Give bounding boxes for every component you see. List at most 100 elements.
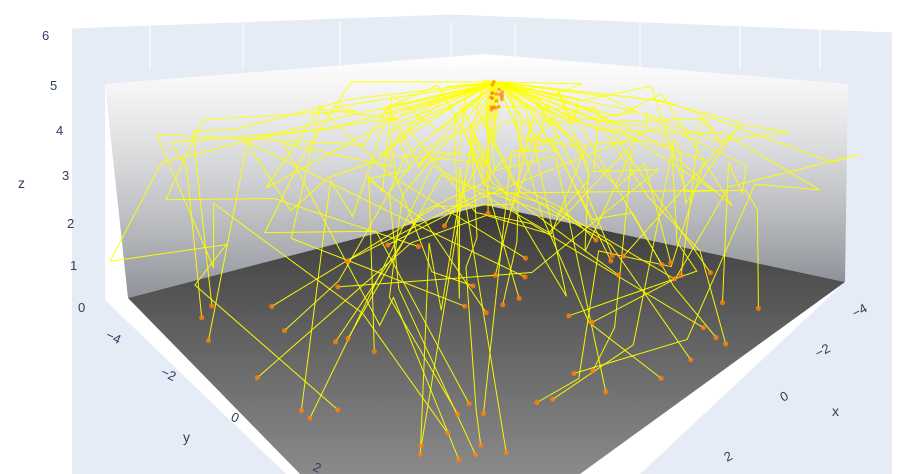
trajectory-marker[interactable] [462, 303, 468, 309]
trajectory-marker[interactable] [522, 255, 529, 261]
trajectory-marker[interactable] [205, 337, 212, 344]
apex-marker [490, 83, 495, 87]
x-axis: −4 −2 0 2 x [721, 300, 869, 464]
trajectory-marker[interactable] [445, 430, 451, 436]
trajectory-line [496, 81, 711, 273]
trajectory-marker[interactable] [590, 368, 596, 374]
trajectory-line [463, 81, 612, 262]
trajectory-marker[interactable] [658, 375, 664, 381]
trajectory-marker[interactable] [522, 274, 528, 280]
trajectory-marker[interactable] [417, 451, 423, 457]
trajectory-marker[interactable] [470, 283, 476, 289]
trajectory-markers [199, 80, 762, 463]
trajectory-marker[interactable] [719, 300, 726, 306]
trajectory-line [496, 81, 723, 276]
trajectory-marker[interactable] [298, 407, 304, 413]
trajectory-marker[interactable] [418, 443, 424, 449]
x-tick-label: −4 [849, 300, 869, 320]
trajectory-marker[interactable] [344, 258, 350, 264]
trajectory-marker[interactable] [550, 396, 556, 402]
trajectory-marker[interactable] [281, 328, 288, 334]
trajectory-line [155, 81, 498, 434]
trajectory-marker[interactable] [335, 407, 341, 413]
trajectory-line [271, 81, 582, 307]
trajectory-marker[interactable] [483, 310, 489, 316]
y-axis: −4 −2 0 2 y [104, 327, 324, 474]
z-tick-label: 4 [56, 123, 63, 138]
scene-back-panel [72, 14, 892, 312]
trajectory-marker[interactable] [492, 272, 498, 278]
trajectory-marker[interactable] [615, 272, 622, 278]
trajectory-marker[interactable] [345, 335, 351, 341]
trajectory-marker[interactable] [371, 348, 377, 355]
trajectory-marker[interactable] [620, 253, 627, 259]
trajectory-line [165, 81, 498, 247]
trajectory-marker[interactable] [466, 401, 472, 407]
trajectory-marker[interactable] [566, 313, 572, 319]
trajectory-marker[interactable] [713, 334, 719, 341]
trajectory-line [496, 81, 747, 303]
trajectory-marker[interactable] [516, 295, 522, 301]
z-tick-label: 5 [50, 78, 57, 93]
trajectory-line [265, 81, 498, 307]
trajectory-marker[interactable] [332, 339, 339, 345]
trajectory-marker[interactable] [456, 456, 462, 463]
apex-marker [491, 80, 496, 84]
trajectory-line [491, 81, 607, 393]
trajectory-line [477, 78, 597, 241]
trajectory-marker[interactable] [593, 237, 599, 243]
grid-line [450, 13, 893, 33]
trajectory-marker[interactable] [485, 210, 491, 216]
apex-marker [500, 90, 505, 94]
trajectory-marker[interactable] [671, 276, 678, 282]
y-tick-label: −4 [104, 327, 124, 347]
trajectory-marker[interactable] [534, 399, 540, 406]
x-axis-title: x [832, 403, 839, 419]
trajectory-line [416, 81, 520, 299]
trajectory-line [388, 81, 498, 455]
trajectory-line [192, 81, 498, 306]
trajectory-marker[interactable] [472, 452, 479, 458]
scene-side-panel-left [72, 300, 286, 474]
apex-marker [494, 92, 499, 96]
trajectory-line [465, 81, 498, 446]
trajectory-marker[interactable] [571, 370, 577, 376]
y-tick-label: 0 [229, 409, 242, 426]
trajectory-marker[interactable] [209, 303, 215, 309]
trajectory-marker[interactable] [609, 252, 616, 259]
trajectory-marker[interactable] [478, 442, 484, 448]
trajectory-marker[interactable] [589, 319, 595, 325]
trajectory-marker[interactable] [755, 305, 762, 311]
trajectory-marker[interactable] [480, 411, 487, 417]
trajectory-marker[interactable] [503, 449, 509, 455]
trajectory-marker[interactable] [700, 325, 707, 331]
trajectory-marker[interactable] [668, 260, 674, 266]
trajectory-marker[interactable] [603, 389, 609, 395]
trajectory-line [496, 81, 672, 263]
trajectory-marker[interactable] [688, 357, 694, 363]
trajectory-marker[interactable] [659, 262, 665, 268]
apex-marker [496, 104, 501, 109]
trajectory-marker[interactable] [385, 242, 391, 248]
trajectory-marker[interactable] [455, 411, 461, 417]
trajectory-marker[interactable] [269, 303, 275, 309]
trajectory-marker[interactable] [307, 415, 313, 421]
trajectory-marker[interactable] [678, 272, 684, 278]
trajectory-marker[interactable] [441, 223, 448, 229]
trajectory-lines [109, 78, 861, 460]
trajectory-line [368, 81, 498, 352]
z-axis: 0 1 2 3 4 5 6 z [18, 28, 85, 315]
trajectory-line [454, 81, 507, 453]
trajectory-marker[interactable] [500, 302, 506, 308]
trajectory-marker[interactable] [199, 315, 205, 321]
trajectory-line [242, 81, 526, 278]
apex-marker [497, 92, 502, 97]
trajectory-marker[interactable] [335, 284, 341, 290]
trajectory-marker[interactable] [254, 375, 260, 381]
trajectory-marker[interactable] [723, 341, 729, 347]
grid-lines [71, 13, 893, 70]
trajectory-marker[interactable] [415, 243, 421, 250]
trajectory-marker[interactable] [608, 258, 614, 264]
trajectory-marker[interactable] [707, 270, 714, 276]
